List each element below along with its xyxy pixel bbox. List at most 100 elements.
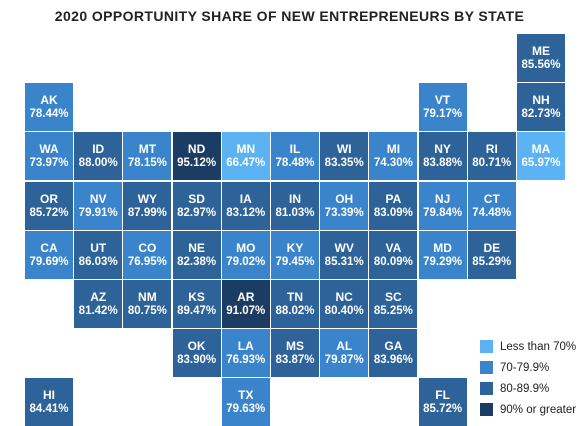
legend-swatch (480, 340, 493, 353)
state-tile-id: ID 88.00% (74, 132, 123, 181)
state-tile-ne: NE 82.38% (172, 230, 221, 279)
state-value: 79.29% (423, 255, 463, 268)
state-abbr: AL (336, 339, 353, 354)
legend-label: 70-79.9% (500, 361, 550, 374)
state-value: 78.44% (29, 108, 69, 121)
state-value: 80.40% (324, 305, 364, 317)
state-tile-wy: WY 87.99% (123, 181, 172, 230)
state-value: 78.15% (127, 157, 167, 170)
state-value: 79.02% (226, 255, 266, 268)
state-tile-tn: TN 88.02% (271, 280, 319, 328)
legend-label: Less than 70% (500, 340, 577, 353)
state-value: 79.17% (423, 108, 463, 121)
state-tile-pa: PA 83.09% (369, 181, 418, 230)
state-value: 74.30% (373, 157, 413, 170)
state-abbr: MT (138, 142, 157, 157)
state-abbr: RI (485, 142, 498, 157)
state-value: 79.91% (78, 206, 118, 219)
state-value: 65.97% (521, 157, 561, 170)
state-value: 81.42% (78, 305, 118, 317)
state-value: 76.95% (127, 255, 167, 268)
state-tile-ma: MA 65.97% (517, 132, 565, 181)
state-abbr: SC (385, 290, 402, 304)
state-tile-wa: WA 73.97% (25, 132, 73, 181)
state-tile-nh: NH 82.73% (517, 83, 565, 132)
state-value: 66.47% (226, 157, 266, 170)
state-tile-ga: GA 83.96% (369, 329, 418, 378)
state-value: 85.25% (373, 305, 413, 317)
state-abbr: NJ (434, 191, 451, 206)
state-value: 73.39% (324, 206, 364, 219)
legend-swatch (480, 361, 493, 374)
state-tile-ky: KY 79.45% (271, 230, 319, 279)
state-tile-de: DE 85.29% (467, 230, 516, 279)
state-tile-mo: MO 79.02% (221, 230, 270, 279)
state-abbr: TX (238, 388, 254, 403)
state-abbr: PA (385, 191, 402, 206)
state-value: 73.97% (29, 157, 69, 170)
state-abbr: DE (483, 240, 501, 255)
state-value: 79.63% (226, 403, 266, 416)
state-tile-hi: HI 84.41% (25, 378, 73, 426)
state-tile-ut: UT 86.03% (74, 230, 123, 279)
legend-swatch (480, 403, 493, 416)
state-tile-ca: CA 79.69% (25, 230, 73, 279)
state-value: 95.12% (177, 157, 217, 170)
state-value: 82.97% (177, 206, 217, 219)
legend-label: 90% or greater (500, 403, 577, 416)
state-value: 76.93% (226, 354, 266, 367)
state-abbr: WY (137, 191, 158, 206)
state-tile-mt: MT 78.15% (123, 132, 172, 181)
state-abbr: KY (286, 240, 304, 255)
state-value: 78.48% (275, 157, 315, 170)
state-tile-or: OR 85.72% (25, 181, 73, 230)
state-tile-sc: SC 85.25% (369, 280, 418, 328)
state-tile-ct: CT 74.48% (467, 181, 516, 230)
state-tile-ia: IA 83.12% (221, 181, 270, 230)
state-tile-oh: OH 73.39% (320, 181, 369, 230)
state-value: 85.72% (423, 403, 463, 416)
state-abbr: SD (188, 191, 205, 206)
state-tile-ny: NY 83.88% (418, 132, 467, 181)
state-abbr: ME (532, 44, 550, 58)
state-tile-la: LA 76.93% (221, 329, 270, 378)
state-value: 83.09% (373, 206, 413, 219)
legend-swatch (480, 382, 493, 395)
state-abbr: AK (40, 93, 58, 108)
state-tile-ks: KS 89.47% (172, 280, 221, 328)
state-value: 83.88% (423, 157, 463, 170)
state-tile-nv: NV 79.91% (74, 181, 123, 230)
state-abbr: NY (434, 142, 451, 157)
state-tile-ar: AR 91.07% (221, 280, 270, 328)
state-value: 79.69% (29, 255, 69, 268)
state-tile-wv: WV 85.31% (320, 230, 369, 279)
state-tile-co: CO 76.95% (123, 230, 172, 279)
state-abbr: TN (287, 290, 303, 304)
map-title: 2020 OPPORTUNITY SHARE OF NEW ENTREPRENE… (54, 8, 525, 24)
state-value: 74.48% (472, 206, 512, 219)
state-abbr: NM (138, 290, 157, 304)
state-abbr: NE (188, 240, 205, 255)
state-tile-va: VA 80.09% (369, 230, 418, 279)
state-tile-az: AZ 81.42% (74, 280, 123, 328)
state-tile-tx: TX 79.63% (221, 378, 270, 426)
state-tile-nd: ND 95.12% (172, 132, 221, 181)
state-value: 85.72% (29, 206, 69, 219)
state-value: 81.03% (275, 206, 315, 219)
state-value: 83.96% (373, 354, 413, 367)
state-value: 79.87% (324, 354, 364, 367)
state-abbr: AZ (90, 290, 107, 304)
state-value: 83.90% (177, 354, 217, 367)
state-abbr: MO (236, 240, 256, 255)
state-tile-ms: MS 83.87% (271, 329, 319, 378)
state-abbr: VA (385, 240, 402, 255)
state-value: 85.56% (521, 59, 561, 71)
state-abbr: NC (335, 290, 353, 304)
legend-item: 80-89.9% (480, 382, 549, 395)
state-abbr: MI (386, 142, 401, 157)
state-tile-md: MD 79.29% (418, 230, 467, 279)
legend-label: 80-89.9% (500, 382, 550, 395)
state-abbr: FL (435, 388, 450, 403)
state-abbr: WV (334, 240, 354, 255)
